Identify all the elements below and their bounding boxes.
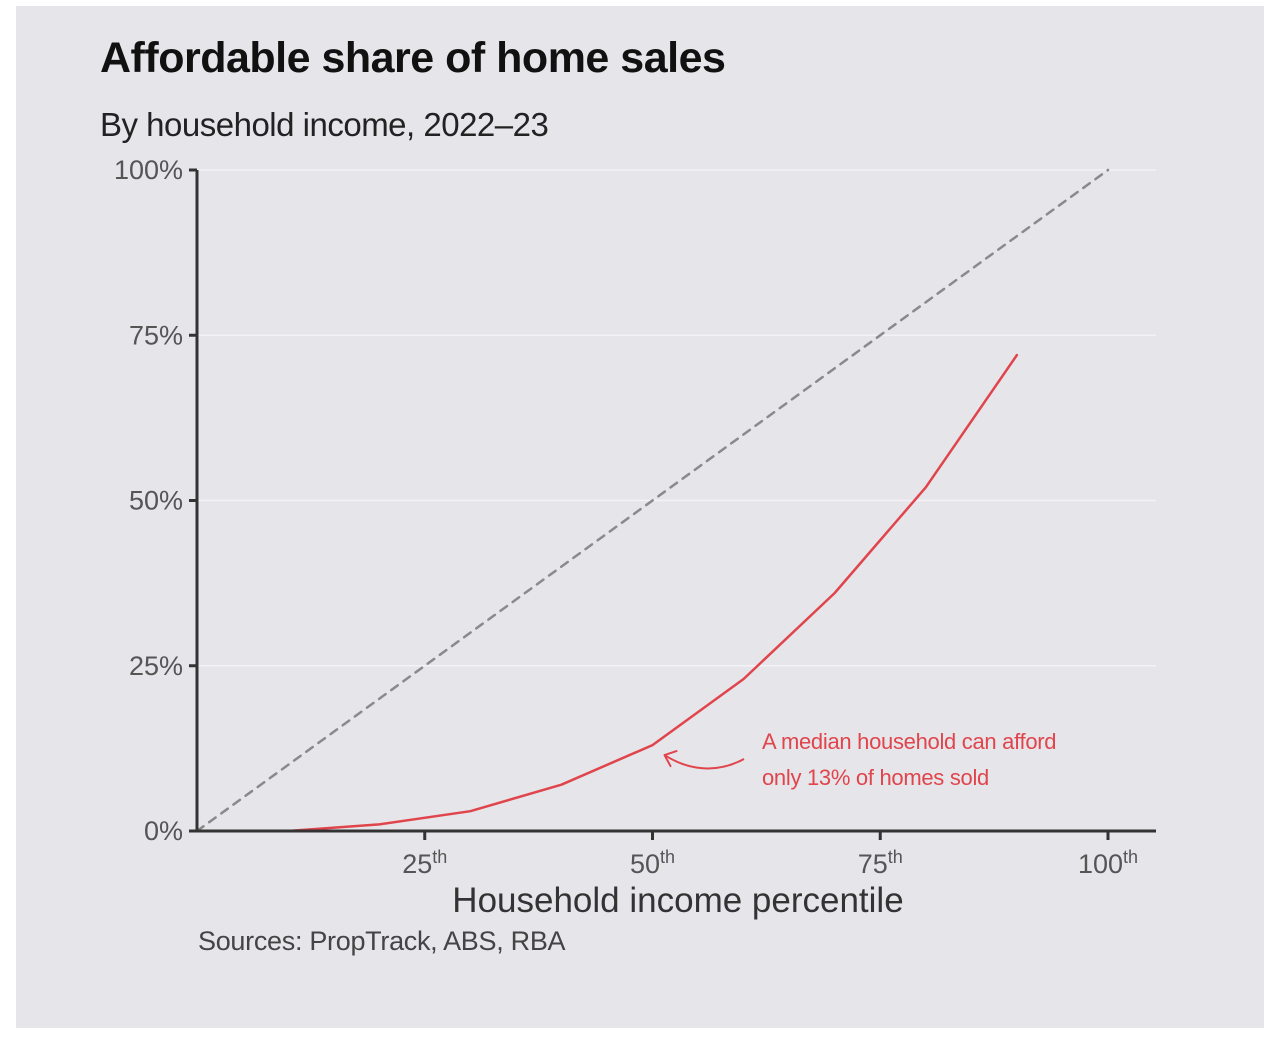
x-tick-label: 100th xyxy=(1078,847,1138,879)
x-tick-label: 50th xyxy=(630,847,675,879)
annotation-arrow xyxy=(663,750,745,770)
y-tick-label: 50% xyxy=(129,486,183,516)
affordable-share-line xyxy=(286,353,1019,833)
chart-card: Affordable share of home sales By househ… xyxy=(16,6,1264,1028)
annotation-line-1: A median household can afford xyxy=(762,729,1056,754)
tick-labels: 0% 25% 50% 75% 100% 25th 50th 75th 100th xyxy=(114,155,1138,879)
y-tick-label: 75% xyxy=(129,320,183,350)
y-tick-label: 25% xyxy=(129,651,183,681)
annotation-line-2: only 13% of homes sold xyxy=(762,765,989,790)
line-chart: 0% 25% 50% 75% 100% 25th 50th 75th 100th Househo… xyxy=(114,155,1156,956)
chart-title: Affordable share of home sales xyxy=(100,34,726,82)
y-tick-label: 0% xyxy=(144,816,183,846)
y-tick-label: 100% xyxy=(114,155,183,185)
arrow-head xyxy=(663,750,678,768)
source-note: Sources: PropTrack, ABS, RBA xyxy=(198,926,566,956)
x-axis-label: Household income percentile xyxy=(452,881,903,920)
parity-line xyxy=(195,168,1110,833)
series-layer xyxy=(195,168,1110,833)
x-tick-label: 75th xyxy=(858,847,903,879)
arrow-curve xyxy=(663,754,745,770)
x-tick-label: 25th xyxy=(402,847,447,879)
axes xyxy=(189,168,1156,840)
gridlines xyxy=(197,169,1156,667)
chart-subtitle: By household income, 2022–23 xyxy=(100,106,549,143)
